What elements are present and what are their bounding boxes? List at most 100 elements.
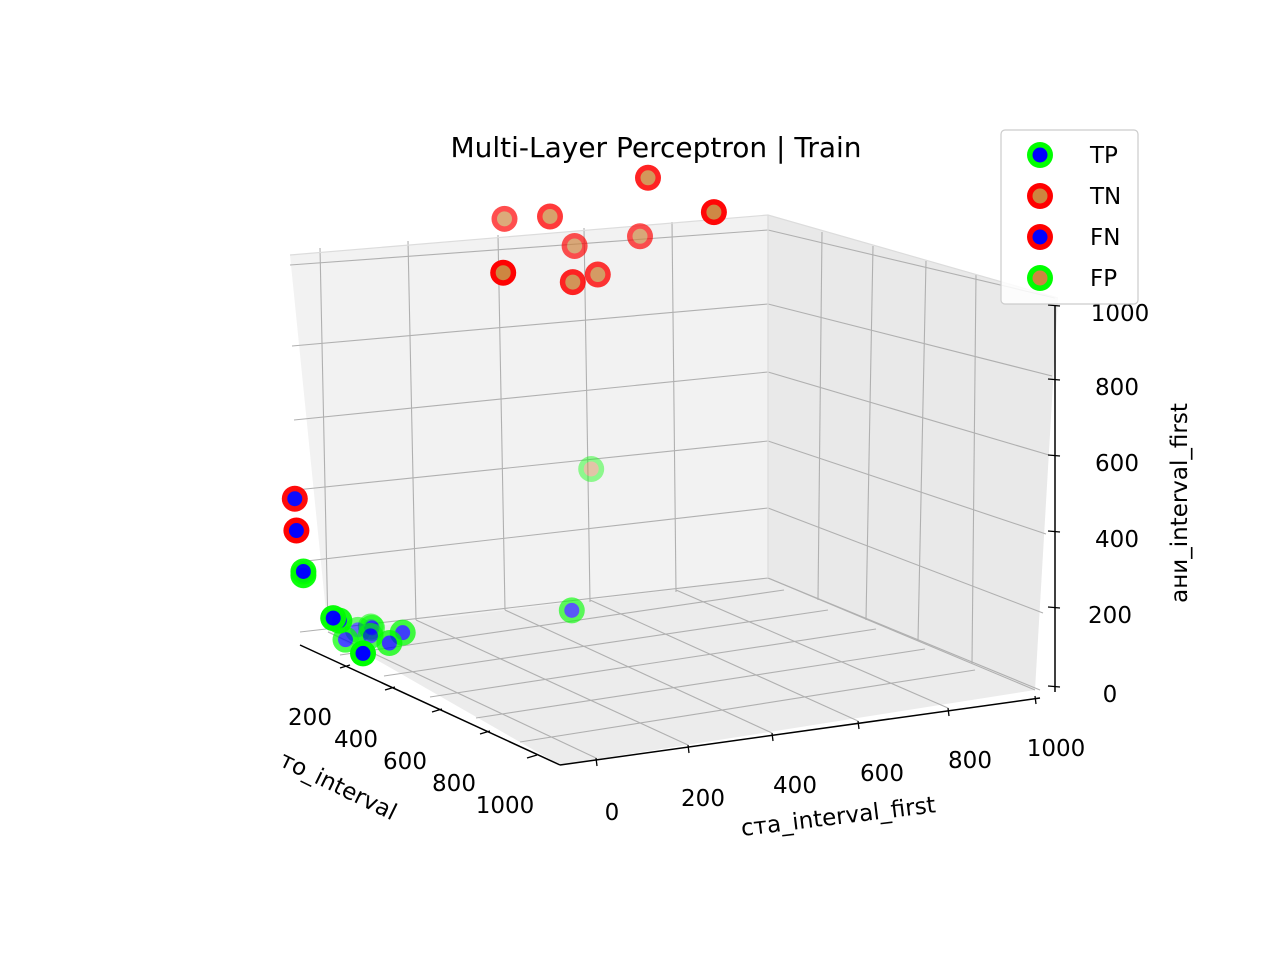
data-point-core — [706, 204, 722, 220]
data-point-core — [288, 523, 304, 539]
data-point-core — [381, 635, 397, 651]
y-axis-title: ста_interval_first — [740, 792, 937, 842]
data-point-core — [542, 209, 558, 224]
gridline-x-back — [817, 231, 823, 601]
gridline-x-back — [971, 274, 977, 664]
gridline-floor — [504, 609, 773, 734]
data-point-tn — [700, 199, 727, 226]
data-point-core — [495, 265, 511, 281]
y-tick-mark — [595, 757, 598, 767]
data-point-core — [564, 602, 580, 618]
data-point-core — [640, 170, 656, 186]
data-point-core — [590, 267, 606, 283]
back-right-pane — [768, 215, 1058, 690]
gridline-floor — [767, 577, 1036, 691]
z-axis-title: ани_interval_first — [1167, 403, 1193, 603]
gridline-floor — [589, 599, 859, 722]
legend-marker-core — [1032, 229, 1048, 245]
legend-marker-core — [1032, 270, 1048, 286]
data-point-tn — [561, 232, 588, 259]
z-tick-mark — [1047, 530, 1061, 533]
gridline-y-back — [583, 227, 591, 603]
gridline-y-back — [319, 247, 329, 631]
gridline-z-left — [293, 371, 769, 421]
x-tick-mark — [431, 708, 443, 713]
gridline-floor — [429, 628, 877, 698]
gridline-floor — [675, 589, 949, 709]
x-tick-label: 400 — [334, 727, 378, 753]
z-tick-label: 800 — [1095, 375, 1139, 401]
y-tick-mark — [687, 744, 690, 754]
data-point-tp — [350, 640, 376, 667]
legend-label: FP — [1090, 266, 1117, 292]
y-tick-label: 800 — [948, 748, 992, 774]
data-point-fp — [578, 455, 605, 482]
gridlines — [289, 221, 1056, 759]
gridline-z-right — [767, 507, 1044, 614]
x-tick-label: 600 — [383, 749, 427, 775]
legend-frame — [1000, 129, 1139, 305]
y-tick-mark — [1034, 695, 1037, 705]
data-point-tn — [490, 259, 517, 286]
legend-marker-core — [1032, 147, 1048, 163]
z-tick-mark — [1047, 685, 1061, 688]
data-point-tn — [559, 269, 586, 296]
z-tick-label: 0 — [1103, 682, 1118, 708]
data-point-tp — [376, 630, 403, 657]
gridline-floor — [415, 619, 689, 746]
y-tick-label: 600 — [860, 761, 904, 787]
z-tick-mark — [1047, 606, 1061, 609]
x-tick-label: 1000 — [476, 793, 535, 819]
data-point-core — [632, 228, 648, 244]
x-axis-title: то_interval — [275, 747, 400, 826]
x-axis-line — [299, 644, 561, 766]
back-left-pane — [290, 215, 768, 632]
data-point-fn — [281, 485, 308, 512]
x-tick-label: 800 — [432, 771, 476, 797]
x-tick-mark — [479, 730, 491, 735]
x-tick-label: 200 — [288, 705, 332, 731]
data-points — [281, 164, 727, 667]
gridline-floor — [383, 609, 829, 677]
data-point-tn — [537, 203, 563, 230]
gridline-floor — [475, 648, 926, 719]
gridline-z-right — [767, 371, 1050, 456]
gridline-y-back — [407, 240, 417, 621]
data-point-core — [363, 628, 378, 644]
x-tick-mark — [384, 686, 396, 691]
y-tick-mark — [771, 732, 774, 742]
z-tick-mark — [1047, 378, 1061, 381]
data-point-tn — [584, 261, 611, 288]
gridline-z-left — [297, 507, 769, 563]
legend-label: FN — [1090, 225, 1120, 251]
legend-label: TP — [1089, 143, 1118, 169]
gridline-floor — [519, 669, 976, 743]
gridline-y-back — [497, 234, 506, 611]
gridline-z-right — [767, 440, 1047, 535]
data-point-core — [355, 645, 371, 661]
data-point-tp — [320, 605, 347, 632]
gridline-z-left — [289, 229, 769, 266]
gridline-z-right — [767, 303, 1053, 377]
data-point-core — [497, 211, 512, 227]
z-tick-label: 600 — [1095, 451, 1139, 477]
legend-marker-core — [1032, 188, 1048, 204]
y-tick-label: 200 — [681, 786, 725, 812]
data-point-tp — [558, 597, 585, 624]
data-point-core — [583, 461, 599, 477]
data-point-core — [338, 632, 353, 648]
data-point-tn — [635, 164, 661, 191]
x-tick-mark — [526, 754, 538, 759]
gridline-y-back — [671, 221, 677, 593]
data-point-tn — [627, 223, 653, 250]
y-tick-mark — [857, 720, 860, 730]
legend-item-tp: TP — [1027, 142, 1118, 169]
z-tick-label: 400 — [1095, 527, 1139, 553]
gridline-z-left — [291, 303, 769, 347]
z-tick-label: 200 — [1088, 603, 1132, 629]
z-tick-mark — [1047, 454, 1061, 457]
legend-item-fn: FN — [1027, 224, 1120, 251]
